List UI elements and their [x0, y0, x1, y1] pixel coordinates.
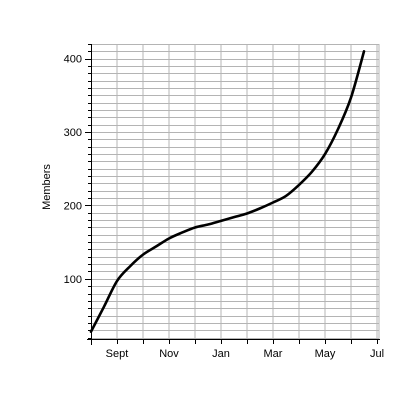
axes: [87, 44, 380, 345]
x-tick-label: Mar: [264, 348, 283, 360]
members-series-line: [89, 50, 366, 333]
ticks: 100 200 300 400 Sept Nov Jan Mar May Jul: [64, 44, 384, 360]
y-tick-label: 100: [64, 274, 82, 286]
x-tick-label: Jan: [212, 348, 230, 360]
grid: [91, 44, 380, 339]
series: [89, 50, 366, 333]
x-tick-label: Sept: [106, 348, 129, 360]
x-tick-label: May: [315, 348, 336, 360]
x-tick-label: Nov: [159, 348, 179, 360]
x-tick-label: Jul: [370, 348, 384, 360]
y-tick-label: 300: [64, 127, 82, 139]
y-axis-title: Members: [41, 164, 53, 210]
y-tick-label: 200: [64, 200, 82, 212]
y-tick-label: 400: [64, 54, 82, 66]
